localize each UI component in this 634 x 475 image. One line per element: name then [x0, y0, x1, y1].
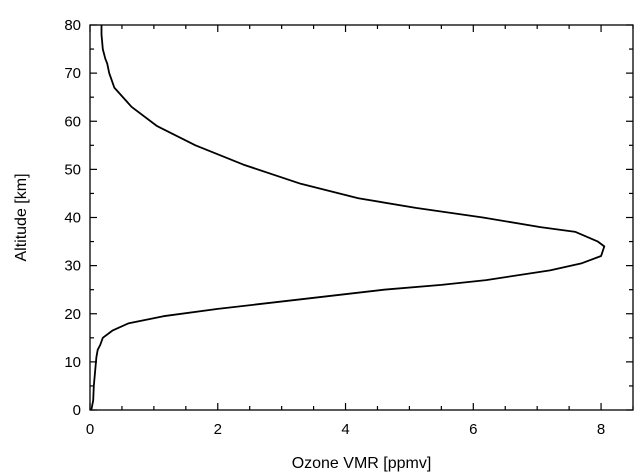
- x-axis-label: Ozone VMR [ppmv]: [292, 455, 432, 472]
- y-axis-label: Altitude [km]: [13, 173, 30, 261]
- y-tick-label: 60: [64, 113, 81, 130]
- y-tick-label: 20: [64, 306, 81, 323]
- x-tick-label: 6: [469, 421, 477, 438]
- y-tick-label: 80: [64, 17, 81, 34]
- y-tick-label: 30: [64, 258, 81, 275]
- y-tick-label: 50: [64, 161, 81, 178]
- y-tick-labels: 0 10 20 30 40 50 60 70 80: [64, 17, 81, 419]
- y-tick-label: 40: [64, 210, 81, 227]
- y-tick-label: 70: [64, 65, 81, 82]
- ozone-profile-line: [90, 25, 606, 411]
- axis-ticks: [89, 24, 634, 411]
- x-tick-label: 0: [86, 421, 94, 438]
- y-tick-label: 10: [64, 354, 81, 371]
- x-tick-label: 4: [341, 421, 349, 438]
- x-tick-labels: 0 2 4 6 8: [86, 421, 605, 438]
- y-tick-label: 0: [73, 402, 81, 419]
- x-tick-label: 2: [214, 421, 222, 438]
- plot-frame: [89, 24, 634, 411]
- x-tick-label: 8: [597, 421, 605, 438]
